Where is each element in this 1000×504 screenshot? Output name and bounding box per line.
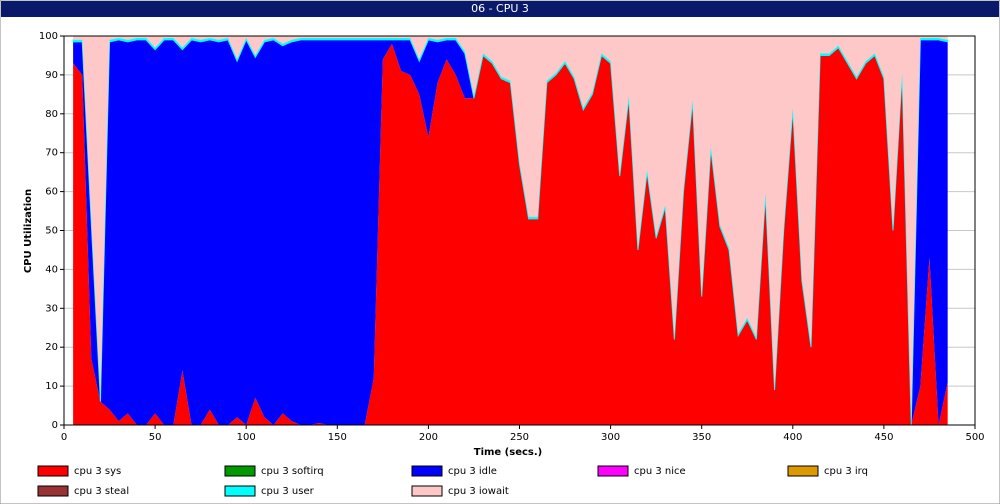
legend-swatch: [37, 465, 69, 477]
x-tick-label: 400: [783, 432, 802, 443]
y-tick-label: 20: [45, 342, 58, 353]
y-tick-label: 80: [45, 109, 58, 120]
x-tick-label: 350: [692, 432, 711, 443]
legend-label: cpu 3 idle: [448, 466, 497, 477]
legend-label: cpu 3 softirq: [261, 466, 324, 477]
y-tick-label: 10: [45, 381, 58, 392]
y-tick-label: 30: [45, 303, 58, 314]
legend-label: cpu 3 sys: [74, 466, 121, 477]
y-tick-label: 70: [45, 148, 58, 159]
legend-swatch: [597, 465, 629, 477]
area: [73, 36, 948, 424]
legend-swatch: [224, 465, 256, 477]
legend-label: cpu 3 iowait: [448, 486, 509, 497]
legend-swatch: [224, 485, 256, 497]
x-axis-label: Time (secs.): [474, 447, 543, 458]
chart-title: 06 - CPU 3: [471, 2, 529, 15]
legend-label: cpu 3 irq: [824, 466, 868, 477]
y-tick-label: 90: [45, 70, 58, 81]
legend-label: cpu 3 nice: [634, 466, 686, 477]
y-tick-label: 50: [45, 226, 58, 237]
y-axis-label: CPU Utilization: [23, 189, 34, 273]
x-tick-label: 300: [601, 432, 620, 443]
area: [73, 39, 948, 425]
x-tick-label: 50: [149, 432, 162, 443]
x-tick-label: 200: [419, 432, 438, 443]
legend-label: cpu 3 steal: [74, 486, 129, 497]
legend-swatch: [411, 465, 443, 477]
legend-swatch: [411, 485, 443, 497]
x-tick-label: 0: [61, 432, 67, 443]
x-tick-label: 250: [510, 432, 529, 443]
legend-swatch: [787, 465, 819, 477]
area: [73, 43, 948, 425]
legend-label: cpu 3 user: [261, 486, 315, 497]
legend-swatch: [37, 485, 69, 497]
x-tick-label: 150: [328, 432, 347, 443]
y-tick-label: 0: [52, 420, 58, 431]
y-tick-label: 60: [45, 187, 58, 198]
x-tick-label: 450: [874, 432, 893, 443]
title-bar: [1, 1, 999, 17]
y-tick-label: 40: [45, 264, 58, 275]
x-tick-label: 100: [237, 432, 256, 443]
y-tick-label: 100: [39, 31, 58, 42]
x-tick-label: 500: [965, 432, 984, 443]
